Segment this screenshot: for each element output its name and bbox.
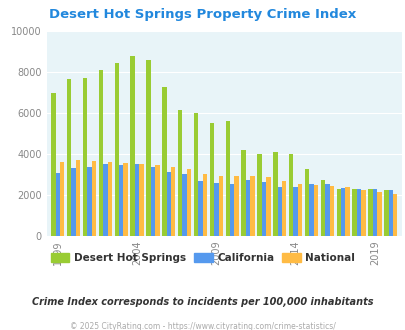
Bar (324, 184, 329, 236)
Bar (103, 164, 107, 236)
Bar (198, 181, 202, 236)
Bar (225, 121, 230, 236)
Bar (119, 165, 123, 236)
Bar (383, 190, 388, 236)
Bar (266, 177, 270, 236)
Bar (345, 187, 349, 236)
Bar (51, 93, 55, 236)
Bar (230, 184, 234, 236)
Bar (234, 176, 238, 236)
Bar (245, 180, 250, 236)
Bar (297, 184, 302, 236)
Bar (55, 173, 60, 236)
Bar (182, 174, 186, 236)
Bar (150, 167, 155, 236)
Text: Desert Hot Springs Property Crime Index: Desert Hot Springs Property Crime Index (49, 8, 356, 21)
Bar (60, 162, 64, 236)
Bar (320, 180, 324, 236)
Bar (388, 190, 392, 236)
Bar (130, 56, 134, 236)
Bar (293, 187, 297, 236)
Bar (367, 189, 372, 236)
Bar (146, 60, 150, 236)
Bar (273, 152, 277, 236)
Bar (392, 194, 396, 236)
Bar (356, 189, 360, 236)
Bar (304, 170, 309, 236)
Bar (92, 161, 96, 236)
Bar (372, 189, 376, 236)
Bar (309, 184, 313, 236)
Bar (218, 176, 222, 236)
Bar (123, 163, 128, 236)
Text: Crime Index corresponds to incidents per 100,000 inhabitants: Crime Index corresponds to incidents per… (32, 297, 373, 307)
Bar (177, 110, 182, 236)
Bar (76, 160, 80, 236)
Bar (352, 189, 356, 236)
Bar (162, 86, 166, 236)
Bar (155, 165, 159, 236)
Bar (107, 162, 112, 236)
Bar (98, 70, 103, 236)
Bar (186, 170, 191, 236)
Bar (209, 123, 214, 236)
Bar (261, 182, 266, 236)
Bar (336, 189, 340, 236)
Bar (376, 192, 381, 236)
Bar (171, 167, 175, 236)
Bar (166, 172, 171, 236)
Bar (67, 80, 71, 236)
Bar (87, 167, 92, 236)
Bar (281, 181, 286, 236)
Bar (194, 113, 198, 236)
Text: © 2025 CityRating.com - https://www.cityrating.com/crime-statistics/: © 2025 CityRating.com - https://www.city… (70, 322, 335, 330)
Legend: Desert Hot Springs, California, National: Desert Hot Springs, California, National (47, 249, 358, 267)
Bar (214, 183, 218, 236)
Bar (114, 63, 119, 236)
Bar (134, 164, 139, 236)
Bar (288, 154, 293, 236)
Bar (241, 150, 245, 236)
Bar (202, 174, 207, 236)
Bar (83, 79, 87, 236)
Bar (329, 186, 333, 236)
Bar (257, 154, 261, 236)
Bar (139, 164, 143, 236)
Bar (360, 190, 365, 236)
Bar (340, 188, 345, 236)
Bar (250, 176, 254, 236)
Bar (313, 185, 318, 236)
Bar (277, 187, 281, 236)
Bar (71, 168, 76, 236)
